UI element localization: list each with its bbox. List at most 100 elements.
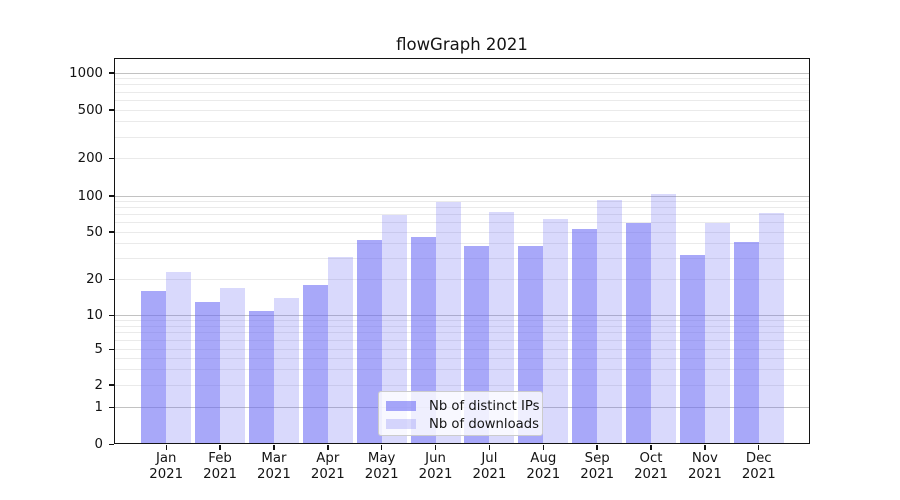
gridline-minor-800: [115, 84, 809, 86]
gridline-minor-900: [115, 78, 809, 80]
x-tick-label-oct: Oct 2021: [634, 451, 668, 482]
y-tick-label-50: 50: [86, 224, 103, 240]
bar-nb-of-distinct-ips-may: [356, 239, 382, 444]
x-tick-label-aug: Aug 2021: [526, 451, 561, 482]
x-tick-label-sep: Sep 2021: [580, 451, 615, 482]
y-tick-0: [109, 443, 114, 446]
y-tick-5: [109, 348, 114, 351]
legend-label-downloads: Nb of downloads: [429, 416, 539, 432]
y-tick-1000: [109, 72, 114, 74]
bar-nb-of-downloads-feb: [220, 287, 246, 444]
legend-entry-distinct-ips: Nb of distinct IPs: [386, 397, 540, 415]
bar-nb-of-distinct-ips-feb: [195, 301, 221, 444]
gridline-minor-70: [115, 214, 809, 216]
x-tick-sep: [596, 445, 598, 450]
y-tick-label-1000: 1000: [69, 65, 103, 81]
gridline-minor-40: [115, 243, 809, 245]
gridline-minor-500: [115, 109, 809, 111]
gridline-minor-600: [115, 99, 809, 101]
y-tick-10: [109, 314, 114, 317]
gridline-minor-90: [115, 200, 809, 202]
gridline-minor-300: [115, 136, 809, 138]
legend-swatch-downloads: [386, 418, 416, 430]
x-tick-label-feb: Feb 2021: [203, 451, 237, 482]
x-tick-jul: [488, 445, 491, 450]
y-tick-100: [109, 195, 114, 197]
bar-nb-of-distinct-ips-nov: [679, 255, 705, 444]
gridline-minor-6: [115, 340, 809, 342]
x-tick-mar: [273, 445, 275, 450]
bar-nb-of-downloads-oct: [651, 194, 677, 444]
gridline-minor-5: [115, 349, 809, 350]
legend: Nb of distinct IPs Nb of downloads: [378, 391, 543, 436]
x-tick-label-jan: Jan 2021: [149, 451, 184, 482]
y-tick-200: [109, 157, 114, 160]
gridline-major-100: [115, 195, 809, 197]
gridline-minor-20: [115, 279, 809, 280]
bar-nb-of-downloads-aug: [543, 219, 569, 444]
x-tick-label-jun: Jun 2021: [418, 451, 453, 482]
bar-nb-of-distinct-ips-dec: [733, 242, 759, 444]
x-tick-label-may: May 2021: [364, 451, 399, 482]
y-tick-label-500: 500: [77, 102, 103, 118]
gridline-major-1000: [115, 72, 809, 74]
gridline-minor-60: [115, 222, 809, 224]
bar-nb-of-downloads-jan: [166, 272, 192, 444]
y-tick-label-10: 10: [86, 308, 103, 323]
gridline-minor-30: [115, 257, 809, 259]
bar-nb-of-distinct-ips-jan: [141, 291, 167, 444]
x-tick-label-mar: Mar 2021: [257, 451, 291, 482]
bar-nb-of-distinct-ips-sep: [572, 228, 598, 444]
gridline-minor-7: [115, 332, 809, 334]
y-tick-label-1: 1: [94, 400, 103, 415]
gridline-minor-400: [115, 121, 809, 123]
y-tick-label-5: 5: [94, 342, 103, 357]
gridline-minor-2: [115, 384, 809, 386]
x-tick-feb: [219, 445, 221, 450]
bar-nb-of-downloads-nov: [704, 222, 730, 444]
x-tick-jun: [434, 445, 437, 450]
x-tick-may: [380, 445, 383, 450]
x-tick-apr: [327, 445, 329, 450]
y-tick-1: [109, 406, 114, 409]
y-tick-label-0: 0: [94, 437, 103, 452]
x-tick-nov: [704, 445, 706, 450]
bar-nb-of-distinct-ips-apr: [302, 284, 328, 444]
y-tick-50: [109, 231, 114, 233]
x-tick-aug: [542, 445, 544, 450]
x-tick-dec: [758, 445, 760, 450]
x-tick-label-apr: Apr 2021: [310, 451, 345, 482]
y-tick-label-200: 200: [77, 151, 103, 166]
x-tick-label-dec: Dec 2021: [741, 451, 776, 482]
x-tick-label-nov: Nov 2021: [687, 451, 722, 482]
chart-title: flowGraph 2021: [396, 35, 528, 54]
gridline-minor-9: [115, 320, 809, 322]
bar-nb-of-distinct-ips-oct: [626, 222, 652, 444]
gridline-minor-4: [115, 357, 809, 359]
bar-nb-of-downloads-dec: [758, 213, 784, 444]
gridline-minor-50: [115, 231, 809, 233]
y-tick-label-100: 100: [77, 188, 103, 204]
bar-nb-of-downloads-apr: [327, 256, 353, 444]
x-tick-oct: [650, 445, 652, 450]
gridline-minor-8: [115, 325, 809, 327]
gridline-minor-3: [115, 368, 809, 370]
y-tick-2: [109, 384, 114, 386]
gridline-major-10: [115, 315, 809, 316]
y-tick-20: [109, 278, 114, 281]
gridline-minor-200: [115, 158, 809, 159]
legend-swatch-distinct-ips: [386, 400, 416, 412]
x-tick-jan: [165, 445, 167, 450]
gridline-minor-80: [115, 207, 809, 209]
x-tick-label-jul: Jul 2021: [472, 451, 507, 482]
bar-nb-of-downloads-mar: [273, 298, 299, 444]
bar-nb-of-distinct-ips-mar: [248, 310, 274, 444]
gridline-minor-700: [115, 91, 809, 93]
legend-label-distinct-ips: Nb of distinct IPs: [429, 398, 540, 414]
y-tick-500: [109, 109, 114, 111]
y-tick-label-20: 20: [86, 272, 103, 287]
y-tick-label-2: 2: [94, 377, 103, 393]
bar-nb-of-downloads-sep: [597, 199, 623, 444]
legend-entry-downloads: Nb of downloads: [386, 415, 539, 433]
